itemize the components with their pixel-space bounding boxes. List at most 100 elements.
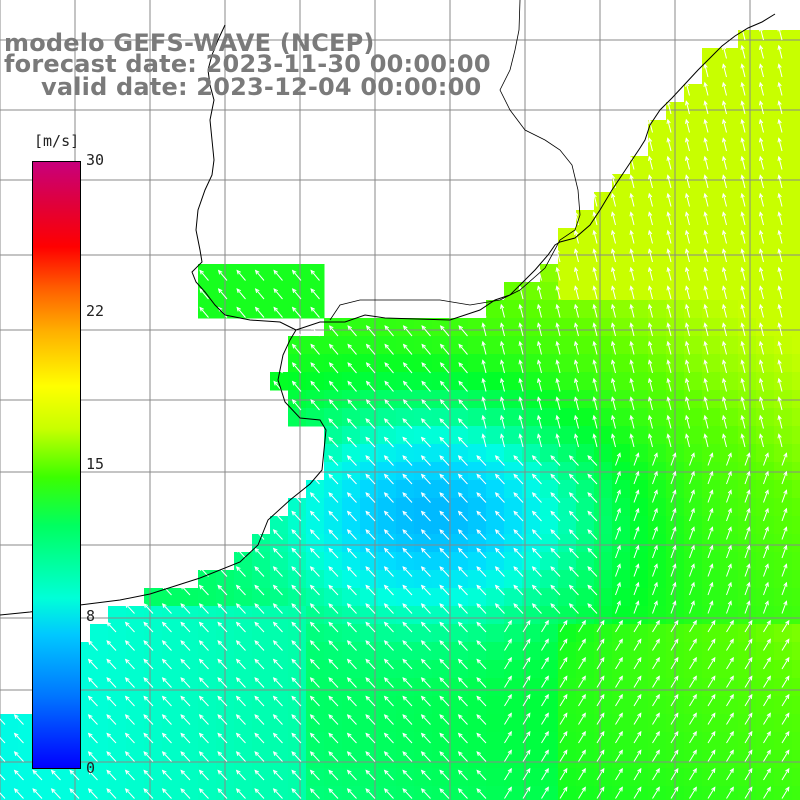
wind-arrow bbox=[670, 730, 679, 744]
wind-cell bbox=[360, 390, 379, 409]
wind-arrow bbox=[217, 769, 228, 781]
wind-cell bbox=[738, 264, 757, 283]
wind-arrow bbox=[518, 433, 524, 448]
wind-arrow bbox=[518, 414, 524, 429]
wind-cell bbox=[360, 714, 379, 733]
wind-cell bbox=[540, 750, 559, 769]
wind-arrow bbox=[744, 786, 753, 799]
wind-cell bbox=[450, 732, 469, 751]
wind-arrow bbox=[781, 730, 790, 744]
wind-arrow bbox=[383, 473, 394, 485]
wind-cell bbox=[414, 480, 433, 499]
wind-arrow bbox=[629, 340, 635, 355]
wind-cell bbox=[396, 768, 415, 787]
wind-cell bbox=[594, 192, 613, 211]
wind-cell bbox=[612, 696, 631, 715]
wind-arrow bbox=[684, 303, 690, 318]
wind-cell bbox=[720, 714, 739, 733]
wind-cell bbox=[756, 156, 775, 175]
wind-cell bbox=[540, 732, 559, 751]
wind-arrow bbox=[420, 529, 431, 540]
wind-arrow bbox=[684, 396, 690, 411]
wind-arrow bbox=[13, 788, 24, 799]
wind-arrow bbox=[758, 377, 764, 392]
wind-arrow bbox=[740, 229, 746, 244]
wind-cell bbox=[792, 462, 800, 481]
wind-cell bbox=[126, 714, 145, 733]
wind-arrow bbox=[439, 529, 450, 540]
wind-arrow bbox=[106, 695, 117, 707]
wind-cell bbox=[558, 786, 577, 800]
wind-cell bbox=[738, 642, 757, 661]
wind-cell bbox=[540, 318, 559, 337]
wind-arrow bbox=[610, 229, 616, 244]
wind-arrow bbox=[633, 749, 642, 762]
wind-cell bbox=[774, 372, 793, 391]
wind-cell bbox=[288, 660, 307, 679]
wind-arrow bbox=[513, 584, 524, 596]
wind-arrow bbox=[458, 343, 468, 355]
wind-arrow bbox=[559, 712, 568, 725]
wind-arrow bbox=[666, 174, 672, 189]
wind-cell bbox=[594, 408, 613, 427]
wind-arrow bbox=[309, 547, 320, 559]
wind-cell bbox=[252, 660, 271, 679]
wind-arrow bbox=[740, 118, 746, 133]
wind-arrow bbox=[504, 712, 512, 725]
wind-arrow bbox=[726, 470, 732, 485]
wind-cell bbox=[270, 300, 289, 319]
wind-cell bbox=[396, 588, 415, 607]
wind-arrow bbox=[615, 452, 621, 466]
wind-arrow bbox=[781, 452, 788, 466]
wind-cell bbox=[468, 516, 487, 535]
wind-arrow bbox=[652, 767, 660, 781]
wind-cell bbox=[774, 264, 793, 283]
wind-cell bbox=[396, 678, 415, 697]
wind-arrow bbox=[235, 603, 246, 614]
wind-arrow bbox=[726, 489, 732, 503]
wind-arrow bbox=[536, 285, 542, 300]
wind-cell bbox=[720, 588, 739, 607]
wind-cell bbox=[522, 642, 541, 661]
wind-cell bbox=[720, 318, 739, 337]
wind-arrow bbox=[610, 266, 616, 281]
wind-arrow bbox=[328, 343, 339, 355]
wind-cell bbox=[756, 786, 775, 800]
wind-cell bbox=[612, 498, 631, 517]
wind-arrow bbox=[633, 489, 640, 503]
wind-cell bbox=[756, 48, 775, 67]
wind-cell bbox=[306, 552, 325, 571]
wind-cell bbox=[396, 732, 415, 751]
wind-cell bbox=[522, 552, 541, 571]
wind-cell bbox=[522, 498, 541, 517]
wind-cell bbox=[522, 750, 541, 769]
wind-arrow bbox=[402, 547, 413, 559]
wind-cell bbox=[270, 624, 289, 643]
wind-cell bbox=[450, 786, 469, 800]
wind-cell bbox=[252, 588, 271, 607]
wind-arrow bbox=[578, 693, 586, 707]
wind-cell bbox=[504, 696, 523, 715]
wind-arrow bbox=[541, 693, 549, 707]
wind-cell bbox=[324, 588, 343, 607]
wind-cell bbox=[792, 642, 800, 661]
wind-arrow bbox=[559, 675, 568, 688]
wind-cell bbox=[414, 444, 433, 463]
wind-arrow bbox=[652, 581, 658, 596]
wind-arrow bbox=[721, 248, 727, 263]
wind-arrow bbox=[578, 675, 586, 688]
wind-cell bbox=[756, 480, 775, 499]
wind-arrow bbox=[629, 396, 635, 411]
wind-cell bbox=[792, 768, 800, 787]
wind-arrow bbox=[684, 248, 690, 263]
wind-arrow bbox=[458, 325, 468, 337]
wind-arrow bbox=[254, 306, 265, 318]
wind-cell bbox=[0, 714, 19, 733]
wind-cell bbox=[162, 624, 181, 643]
wind-arrow bbox=[615, 600, 621, 614]
wind-arrow bbox=[550, 455, 561, 466]
wind-arrow bbox=[578, 712, 586, 725]
wind-arrow bbox=[536, 340, 542, 355]
wind-arrow bbox=[666, 303, 672, 318]
wind-cell bbox=[774, 534, 793, 553]
